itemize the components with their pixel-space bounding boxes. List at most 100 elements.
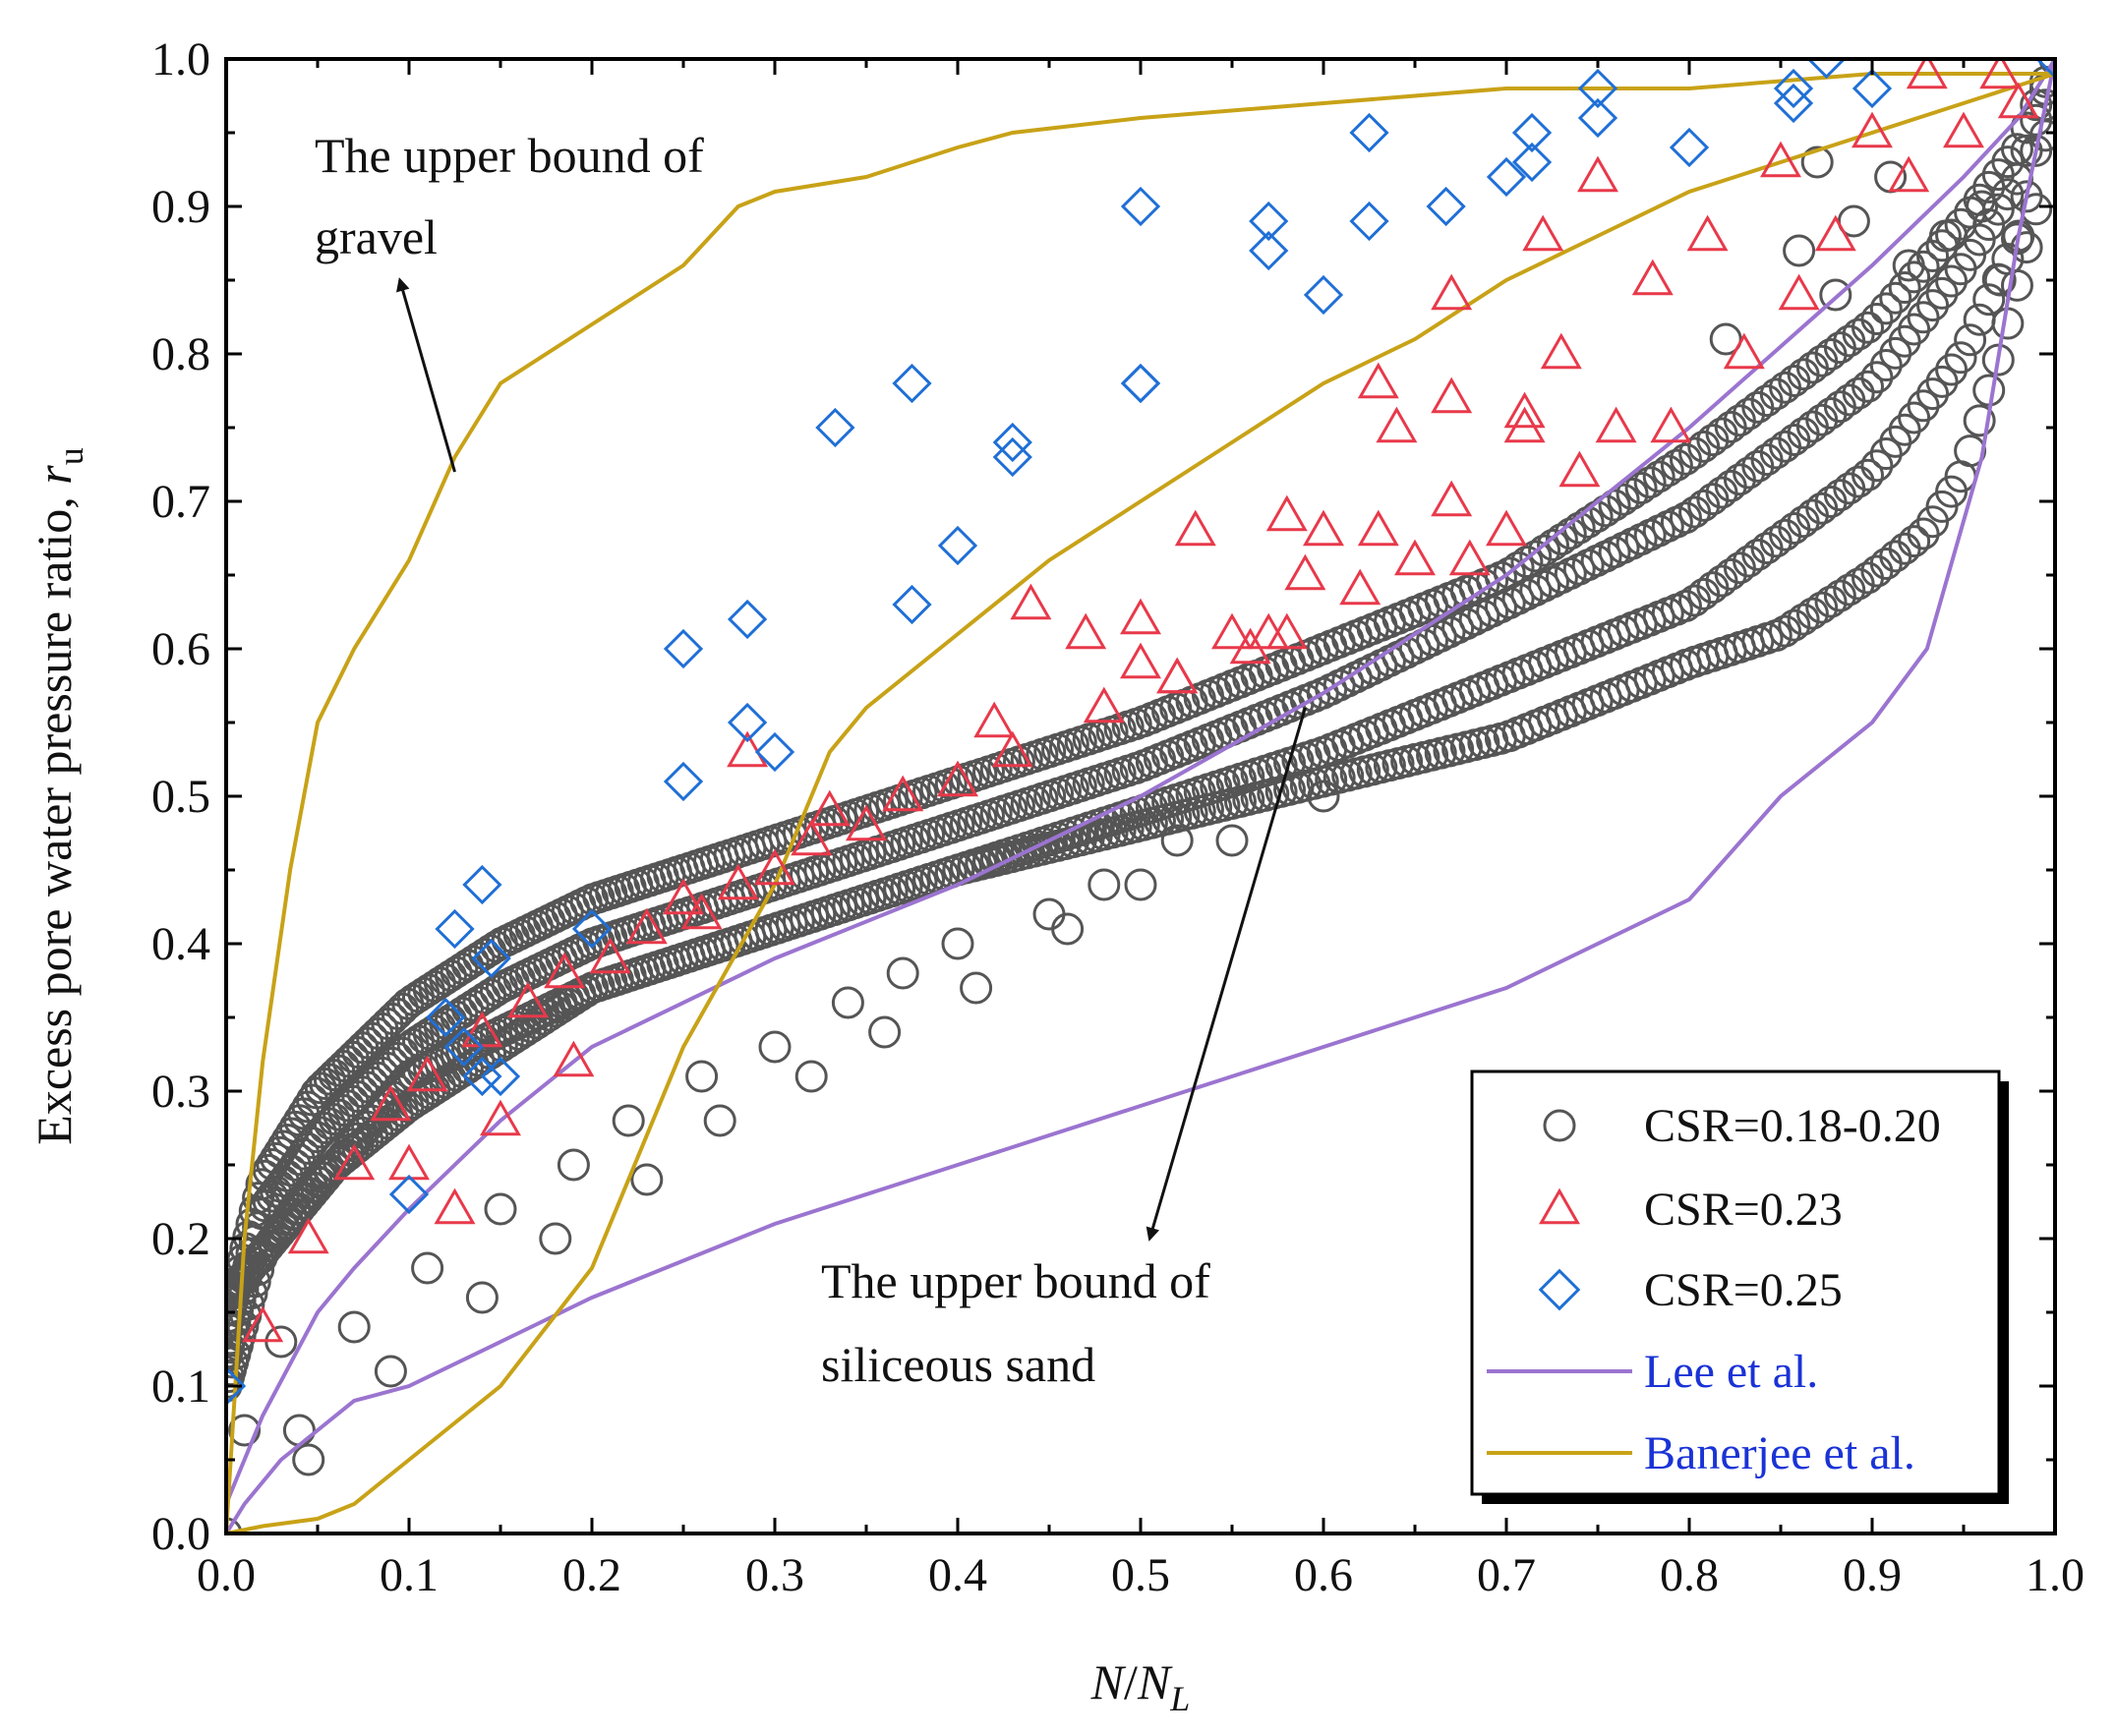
data-point-diamond	[815, 407, 855, 448]
data-point-circle	[1493, 556, 1526, 590]
data-point-circle	[1669, 442, 1702, 476]
data-point-triangle	[1979, 59, 2022, 89]
axis-ticks: 0.0 0.1 0.2 0.3 0.4 0.5 0.6 0.7 0.8 0.9 1.0 0.0 0.1 0…	[151, 33, 2085, 1601]
data-point-diamond	[462, 1056, 502, 1097]
legend-marker-swatch	[1538, 1268, 1581, 1311]
data-point-triangle	[287, 1217, 329, 1254]
data-point-circle	[1307, 780, 1340, 813]
data-point-circle	[557, 1148, 590, 1182]
data-point-diamond	[1511, 112, 1553, 153]
data-point-circle	[1916, 289, 1950, 322]
data-point-triangle	[727, 730, 769, 768]
data-point-diamond	[1303, 274, 1344, 316]
data-point-circle	[758, 1030, 792, 1064]
data-point-triangle	[973, 701, 1016, 738]
data-point-circle	[1972, 283, 2006, 317]
annotation-gravel-text: The upper bound of	[315, 128, 704, 183]
data-point-circle	[630, 1163, 664, 1196]
data-point-triangle	[1540, 332, 1582, 370]
legend-marker-swatch	[1543, 1109, 1576, 1142]
banerjee-curve	[226, 72, 2055, 1533]
series-csr-023	[242, 59, 2039, 1343]
data-point-circle	[1860, 361, 1894, 394]
data-point-circle	[1898, 313, 1931, 346]
x-tick-label: 0.5	[1111, 1549, 1170, 1601]
data-point-triangle	[544, 952, 586, 989]
legend-label: Banerjee et al.	[1644, 1427, 1915, 1479]
data-point-triangle	[388, 1143, 430, 1181]
data-point-triangle	[506, 981, 549, 1018]
data-point-circle	[1651, 454, 1684, 488]
data-point-triangle	[1906, 59, 1948, 89]
data-point-circle	[685, 1060, 719, 1093]
y-tick-label: 1.0	[151, 33, 210, 86]
data-point-circle	[703, 1104, 736, 1137]
data-point-circle	[1916, 377, 1950, 411]
data-point-triangle	[991, 730, 1033, 768]
data-point-diamond	[727, 702, 768, 743]
data-point-circle	[1805, 591, 1839, 624]
data-point-circle	[1888, 413, 1921, 446]
data-point-circle	[2000, 133, 2033, 166]
data-point-triangle	[434, 1187, 476, 1225]
data-point-circle	[1869, 349, 1903, 382]
data-point-triangle	[1357, 362, 1399, 399]
data-point-circle	[292, 1443, 325, 1476]
data-point-diamond	[1249, 230, 1289, 271]
annotation-gravel-arrow	[395, 277, 456, 473]
data-point-triangle	[1503, 391, 1546, 429]
data-point-triangle	[680, 893, 723, 930]
data-point-circle	[886, 956, 919, 990]
data-point-circle	[242, 1182, 275, 1215]
data-point-circle	[1888, 271, 1921, 305]
data-point-circle	[1819, 278, 1852, 312]
data-point-triangle	[1010, 583, 1052, 620]
data-point-circle	[1983, 263, 2017, 297]
x-tick-label: 0.6	[1294, 1549, 1353, 1601]
data-point-circle	[2002, 219, 2035, 253]
data-point-diamond	[892, 363, 932, 404]
y-tick-label: 0.7	[151, 476, 210, 528]
data-point-triangle	[1650, 406, 1692, 443]
data-point-circle	[1833, 573, 1866, 607]
data-point-circle	[1598, 489, 1631, 522]
annotation-sand-arrow	[1146, 707, 1307, 1242]
data-point-circle	[228, 1414, 262, 1447]
data-point-circle	[374, 1355, 407, 1388]
data-point-circle	[1966, 190, 1999, 223]
data-point-diamond	[226, 1365, 247, 1407]
data-point-circle	[1869, 437, 1903, 471]
data-point-circle	[411, 1251, 444, 1285]
data-point-triangle	[1558, 450, 1601, 488]
x-tick-label: 0.8	[1660, 1549, 1719, 1601]
data-point-diamond	[571, 908, 613, 950]
y-tick-label: 0.3	[151, 1066, 210, 1118]
data-point-triangle	[754, 848, 795, 886]
data-point-circle	[1869, 547, 1903, 580]
data-point-diamond	[1806, 59, 1847, 80]
data-point-circle	[1879, 336, 1912, 370]
data-point-triangle	[1760, 141, 1801, 178]
data-point-circle	[1944, 341, 1977, 375]
data-point-triangle	[937, 760, 978, 797]
annotations: The upper bound of gravel The upper bound …	[315, 128, 1307, 1392]
data-point-triangle	[1448, 539, 1491, 576]
data-point-diamond	[388, 1174, 430, 1215]
data-point-triangle	[1997, 82, 2039, 119]
x-tick-label: 0.3	[745, 1549, 804, 1601]
data-point-triangle	[480, 1099, 521, 1136]
data-point-triangle	[589, 937, 631, 974]
data-point-circle	[1051, 912, 1085, 946]
data-point-diamond	[1669, 127, 1710, 168]
data-point-triangle	[1595, 406, 1637, 443]
data-point-circle	[1607, 483, 1640, 516]
data-point-circle	[1669, 501, 1702, 535]
data-point-circle	[1624, 472, 1658, 505]
data-point-triangle	[406, 1055, 448, 1092]
data-point-triangle	[1248, 612, 1290, 650]
data-point-diamond	[1349, 201, 1389, 242]
data-point-circle	[1087, 868, 1121, 901]
data-point-triangle	[1303, 509, 1344, 547]
y-tick-label: 0.1	[151, 1360, 210, 1413]
data-point-diamond	[435, 908, 475, 950]
